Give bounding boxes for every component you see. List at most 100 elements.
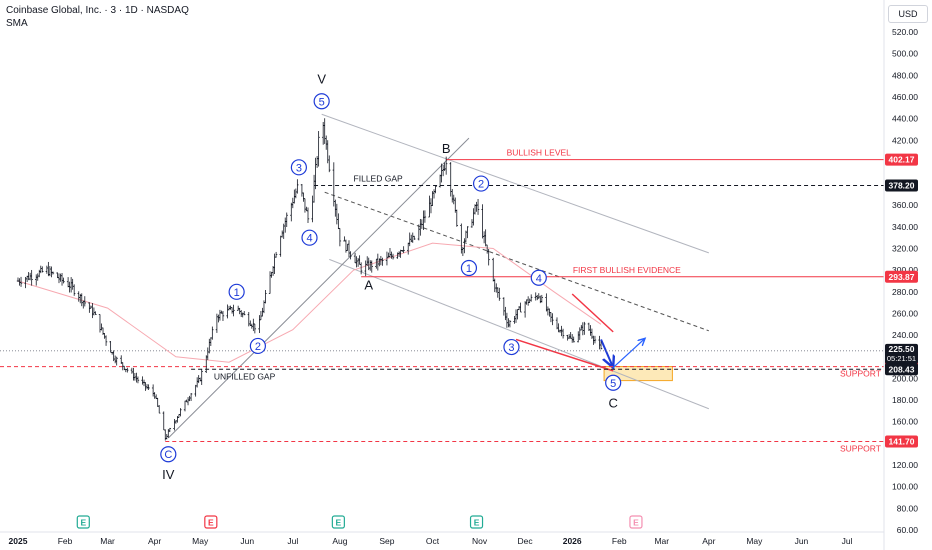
candle <box>156 397 159 407</box>
candle <box>407 242 410 255</box>
candle <box>580 324 583 331</box>
candle <box>176 416 179 423</box>
candle <box>598 335 601 350</box>
time-tick-label: May <box>746 536 763 546</box>
candle <box>194 384 197 397</box>
candle <box>280 230 284 238</box>
time-tick-label: Dec <box>518 536 534 546</box>
candle <box>60 272 64 286</box>
candle <box>508 320 512 328</box>
candle <box>375 258 378 269</box>
candle <box>315 156 319 168</box>
candle <box>391 253 395 260</box>
candle <box>570 334 574 343</box>
candle <box>151 384 155 397</box>
candle <box>334 199 337 217</box>
candle <box>296 179 299 194</box>
candle <box>338 227 342 247</box>
time-tick-label: May <box>192 536 209 546</box>
candle <box>502 297 506 316</box>
price-tick-label: 500.00 <box>892 49 918 59</box>
candle <box>476 199 480 215</box>
candle <box>422 210 425 231</box>
candle <box>211 326 214 340</box>
channel-upper-line <box>321 113 710 254</box>
candle <box>539 295 542 304</box>
candle <box>589 325 592 336</box>
wave-label: V <box>317 72 326 87</box>
time-tick-label: Apr <box>702 536 715 546</box>
candle <box>261 307 264 317</box>
candle <box>189 393 193 401</box>
candle <box>528 298 531 303</box>
candle <box>285 212 288 228</box>
candle <box>370 260 373 273</box>
earnings-label: E <box>633 518 639 528</box>
candle <box>258 315 261 333</box>
candle <box>303 198 307 213</box>
candle <box>335 203 339 225</box>
candle <box>162 411 165 431</box>
candle <box>434 185 437 194</box>
candle <box>583 321 586 335</box>
candle <box>186 397 190 406</box>
indicator-label[interactable]: SMA <box>6 18 28 29</box>
candle <box>451 188 454 203</box>
candle <box>599 341 603 350</box>
candle <box>349 251 352 260</box>
candle <box>505 312 509 328</box>
candle <box>578 327 581 340</box>
projection-arrow-up <box>612 338 645 369</box>
price-tick-label: 420.00 <box>892 135 918 145</box>
candle <box>516 309 519 320</box>
wave-label: C <box>608 395 617 410</box>
sma-line <box>17 242 602 363</box>
candle <box>115 356 118 366</box>
time-tick-label: 2025 <box>9 536 28 546</box>
candle <box>113 355 117 364</box>
candle <box>145 384 149 390</box>
candle <box>268 271 272 294</box>
currency-selector[interactable]: USD <box>888 5 928 23</box>
candle <box>498 287 501 301</box>
candle <box>577 331 580 343</box>
wave-circle <box>605 374 622 391</box>
candle <box>200 368 203 385</box>
wave-circle <box>530 269 547 286</box>
price-tick-label: 160.00 <box>892 417 918 427</box>
candle <box>92 307 96 316</box>
candle <box>432 189 436 199</box>
candle <box>470 219 474 228</box>
price-tick-label: 340.00 <box>892 222 918 232</box>
wave-circle <box>228 283 245 300</box>
filled-gap-badge-label: 378.20 <box>889 181 915 191</box>
wave-label: 2 <box>478 179 484 191</box>
candle <box>45 265 49 274</box>
candle <box>346 243 349 251</box>
time-tick-label: Apr <box>148 536 161 546</box>
wave-circle <box>313 93 330 110</box>
candle <box>485 244 489 254</box>
candle <box>420 219 424 229</box>
candle <box>274 251 278 258</box>
candle <box>337 213 340 230</box>
candle <box>369 260 372 271</box>
candle <box>69 277 73 293</box>
candle <box>25 275 29 283</box>
price-tick-label: 200.00 <box>892 373 918 383</box>
candle <box>91 303 94 319</box>
candle <box>569 332 572 339</box>
filled-gap-badge <box>885 179 918 192</box>
time-tick-label: Sep <box>379 536 394 546</box>
candle <box>317 131 320 167</box>
candle <box>529 294 533 302</box>
time-tick-label: Jul <box>287 536 298 546</box>
wave-label: 3 <box>508 342 514 354</box>
candle <box>279 235 282 257</box>
candle <box>197 375 200 384</box>
candle <box>141 376 144 385</box>
candle <box>217 314 220 323</box>
candle <box>104 335 108 346</box>
wave-label: C <box>164 449 172 461</box>
